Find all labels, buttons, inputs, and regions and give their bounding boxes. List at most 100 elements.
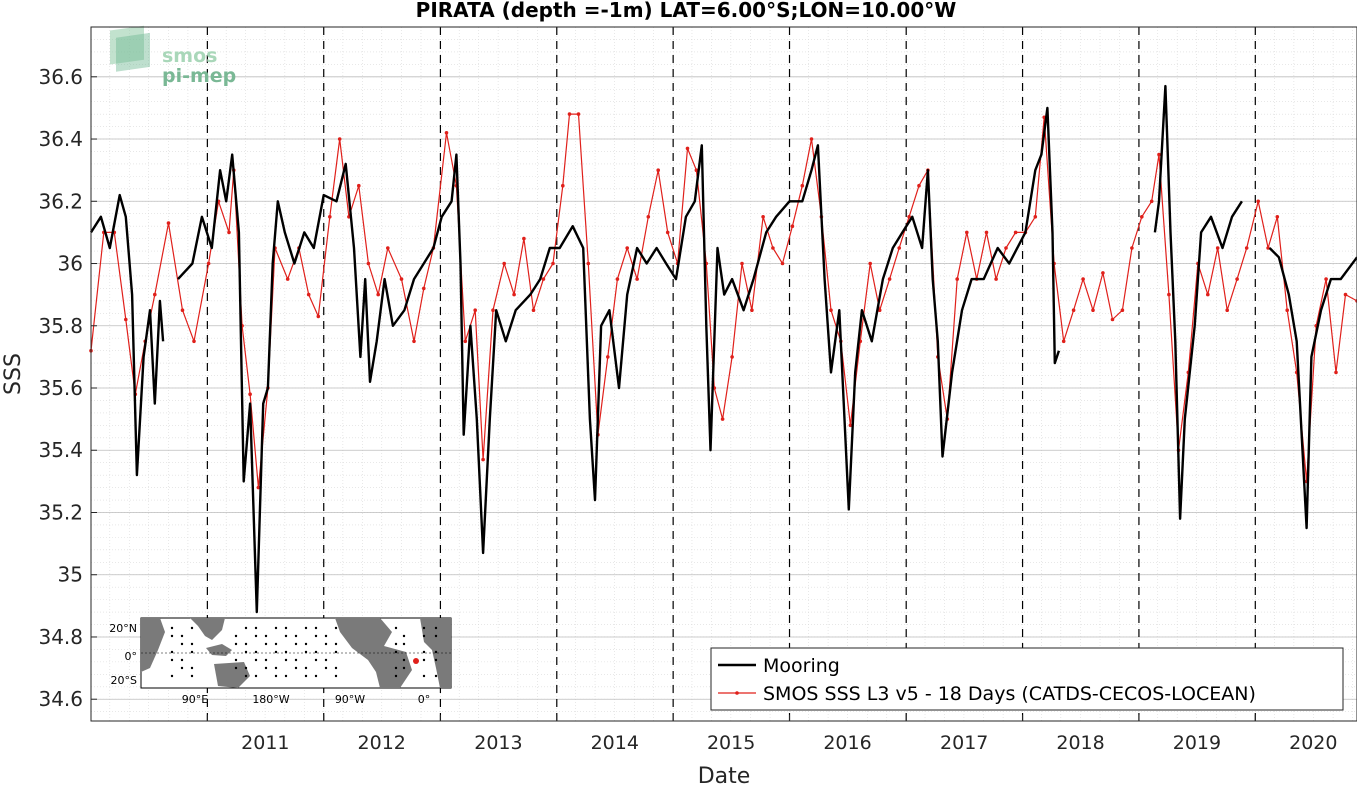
mooring-dot (254, 634, 258, 638)
series-point-smos (481, 457, 485, 462)
mooring-dot (284, 626, 288, 630)
series-point-smos (444, 131, 449, 135)
x-tick-label: 2014 (591, 732, 639, 754)
mooring-location-marker (413, 658, 419, 664)
mooring-dot (304, 674, 308, 678)
mooring-dot (304, 650, 308, 654)
mooring-dot (334, 650, 338, 654)
mooring-dot (284, 650, 288, 654)
plot-frame (90, 26, 1357, 722)
mooring-dot (324, 634, 328, 638)
series-point-smos (1149, 199, 1154, 204)
y-tick-label: 36 (58, 252, 83, 276)
inset-lat-label: 0° (125, 650, 138, 663)
mooring-dot (294, 634, 298, 638)
mooring-dot (334, 674, 338, 678)
mooring-array-dots (170, 626, 438, 678)
mooring-dot (324, 658, 328, 662)
series-point-smos (422, 286, 426, 291)
mooring-dot (234, 666, 238, 670)
mooring-dot (402, 634, 406, 638)
smos-pimep-logo: smos pi-mep (110, 25, 236, 87)
series-point-smos (473, 308, 478, 313)
series-point-smos (586, 261, 591, 266)
series-point-smos (561, 183, 565, 188)
mooring-dot (254, 674, 258, 678)
y-axis-label: SSS (1, 353, 26, 395)
series-point-smos (1343, 292, 1348, 297)
inset-map-land-africa (141, 618, 165, 672)
inset-map: 20°N 0° 20°S 90°E 180°W 90°W 0° (109, 617, 452, 706)
mooring-dot (244, 650, 248, 654)
series-point-smos (685, 146, 690, 151)
x-tick-label: 2019 (1173, 732, 1221, 754)
mooring-dot (422, 634, 426, 638)
mooring-dot (434, 674, 438, 678)
mooring-dot (422, 650, 426, 654)
mooring-dot (264, 634, 268, 638)
mooring-dot (274, 650, 278, 654)
mooring-dot (394, 666, 398, 670)
mooring-dot (434, 650, 438, 654)
series-point-smos (124, 317, 128, 322)
series-point-smos (248, 392, 252, 397)
series-point-smos (917, 183, 921, 188)
mooring-dot (422, 674, 426, 678)
mooring-dot (170, 634, 174, 638)
series-point-smos (399, 277, 404, 281)
mooring-dot (402, 642, 406, 646)
series-point-smos (1244, 246, 1249, 250)
mooring-dot (284, 634, 288, 638)
series-point-smos (1215, 246, 1220, 250)
series-point-smos (606, 355, 610, 359)
series-point-smos (491, 308, 495, 313)
series-point-smos (1167, 292, 1171, 297)
mooring-dot (264, 666, 268, 670)
series-point-smos (366, 261, 371, 266)
mooring-dot (234, 658, 238, 662)
x-tick-label: 2011 (241, 732, 289, 754)
series-point-smos (625, 246, 629, 250)
logo-text-pimep: pi-mep (162, 65, 236, 87)
series-point-smos (635, 277, 639, 281)
x-tick-label: 2017 (940, 732, 988, 754)
series-point-smos (502, 261, 507, 266)
series-point-smos (1110, 317, 1115, 322)
series-point-smos (1091, 308, 1095, 313)
mooring-dot (314, 650, 318, 654)
series-point-smos (1157, 152, 1161, 157)
series-line-mooring (89, 84, 1357, 614)
series-point-smos (994, 277, 998, 281)
series-point-smos (180, 308, 185, 313)
x-tick-label: 2018 (1056, 732, 1104, 754)
y-tick-label: 35.8 (38, 314, 83, 338)
mooring-dot (264, 642, 268, 646)
x-axis-label: Date (698, 764, 751, 786)
mooring-dot (274, 674, 278, 678)
mooring-dot (304, 642, 308, 646)
series-point-smos (306, 292, 311, 297)
mooring-dot (170, 626, 174, 630)
mooring-dot (284, 658, 288, 662)
mooring-dot (234, 642, 238, 646)
series-point-smos (720, 417, 725, 421)
series-point-smos (761, 215, 765, 219)
series-point-smos (646, 215, 651, 219)
mooring-dot (294, 642, 298, 646)
logo-mark (110, 25, 144, 65)
inset-lon-label: 0° (418, 693, 431, 706)
inset-lat-label: 20°N (109, 622, 137, 635)
mooring-dot (314, 626, 318, 630)
mooring-dot (170, 674, 174, 678)
mooring-dot (314, 674, 318, 678)
mooring-dot (334, 626, 338, 630)
series-point-smos (1206, 292, 1210, 297)
series-point-smos (1061, 339, 1066, 344)
mooring-dot (244, 674, 248, 678)
inset-lon-label: 90°W (335, 693, 365, 706)
series-point-smos (376, 292, 381, 297)
y-tick-label: 36.2 (38, 189, 83, 213)
series-point-smos (1275, 215, 1280, 219)
series-point-smos (1120, 308, 1125, 313)
